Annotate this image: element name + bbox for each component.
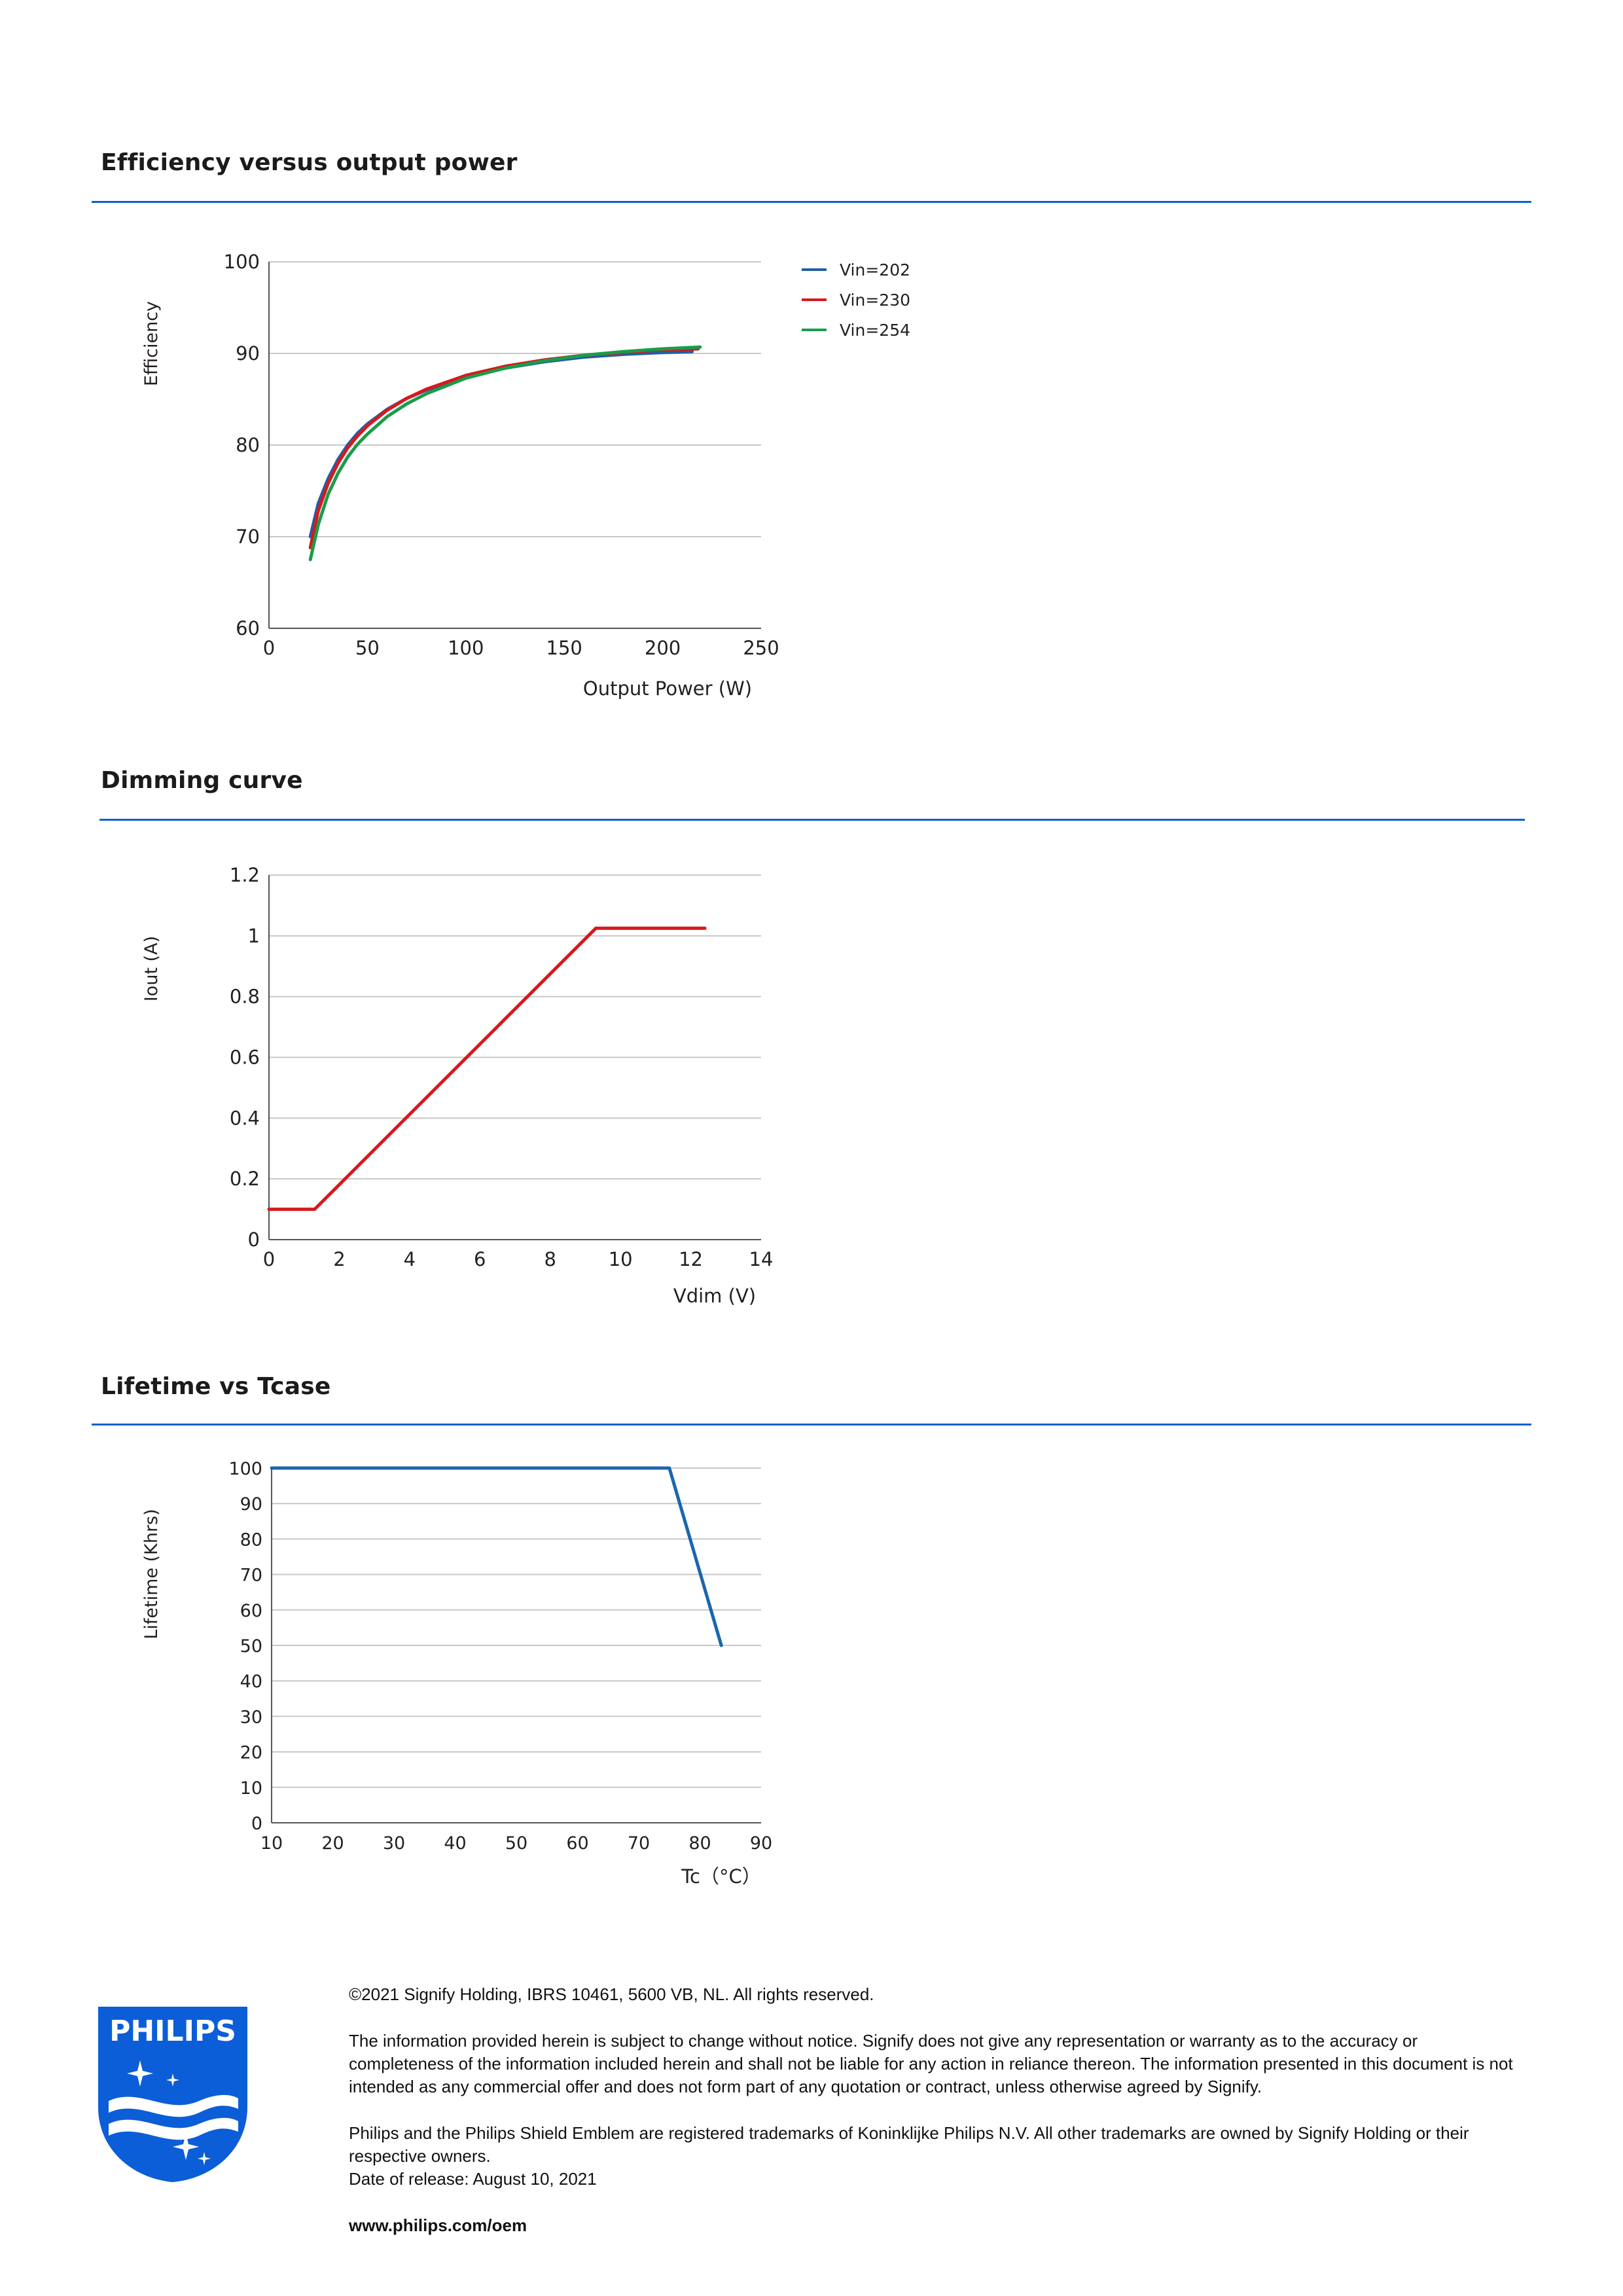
x-tick-label: 200 [645, 637, 681, 659]
legend-label: Vin=202 [840, 260, 910, 279]
philips-shield-icon [98, 2007, 247, 2182]
section-divider [99, 819, 1525, 821]
x-tick-label: 250 [743, 637, 779, 659]
y-tick-label: 90 [236, 342, 260, 365]
star-icon [127, 2060, 153, 2087]
copyright-text: ©2021 Signify Holding, IBRS 10461, 5600 … [349, 1984, 874, 2004]
x-tick-label: 100 [448, 637, 484, 659]
shield-wave [109, 2117, 238, 2140]
legend-label: Vin=230 [840, 291, 910, 310]
logo-wordmark: PHILIPS [109, 2015, 236, 2048]
series-line [308, 350, 694, 539]
y-tick-label: 70 [236, 526, 260, 548]
trademark-text: Philips and the Philips Shield Emblem ar… [349, 2123, 1469, 2166]
star-icon [166, 2073, 179, 2087]
y-tick-label: 80 [236, 434, 260, 456]
legend-label: Vin=254 [840, 321, 910, 340]
series-line [308, 347, 700, 550]
lifetime-section-title: Lifetime vs Tcase [101, 1373, 331, 1400]
dimming-section-title: Dimming curve [101, 767, 303, 794]
y-tick-label: 60 [236, 617, 260, 639]
series-line [308, 345, 702, 562]
efficiency-section-title: Efficiency versus output power [101, 149, 518, 176]
release-date: Date of release: August 10, 2021 [349, 2169, 597, 2189]
x-tick-label: 0 [263, 637, 275, 659]
section-divider [92, 1424, 1531, 1426]
x-axis-label: Output Power (W) [583, 677, 752, 700]
star-icon [173, 2134, 199, 2160]
disclaimer-text: The information provided herein is subje… [349, 2031, 1513, 2096]
x-tick-label: 150 [546, 637, 582, 659]
star-icon [198, 2152, 211, 2165]
y-tick-label: 100 [224, 251, 260, 273]
legal-footer: ©2021 Signify Holding, IBRS 10461, 5600 … [349, 1983, 1527, 2237]
x-tick-label: 50 [355, 637, 380, 659]
section-divider [92, 201, 1531, 203]
website-link[interactable]: www.philips.com/oem [349, 2215, 527, 2235]
y-axis-label: Efficiency [141, 301, 162, 386]
philips-shield-logo: PHILIPS [98, 2007, 247, 2182]
shield-wave [109, 2094, 238, 2117]
